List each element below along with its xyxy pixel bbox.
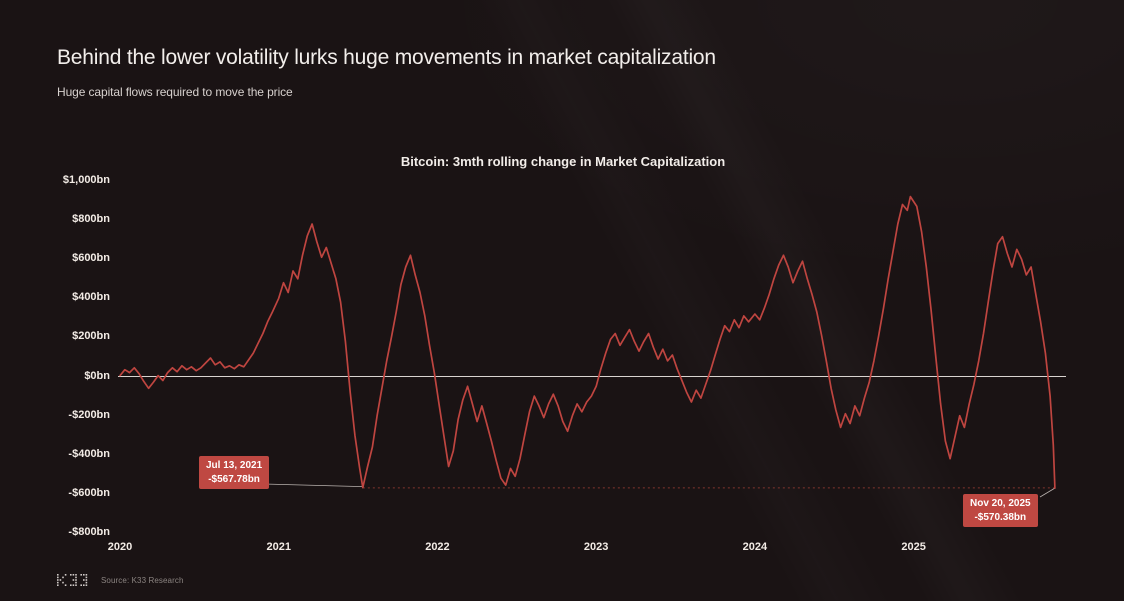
y-tick-label: -$400bn bbox=[68, 447, 110, 460]
y-tick-label: $600bn bbox=[72, 252, 110, 265]
x-tick-label: 2023 bbox=[583, 541, 609, 553]
annotation-jul-13-2021: Jul 13, 2021 -$567.78bn bbox=[199, 456, 270, 489]
x-tick-label: 2025 bbox=[901, 541, 926, 553]
annotation-date: Nov 20, 2025 bbox=[970, 498, 1031, 509]
annotation-value: -$570.38bn bbox=[974, 511, 1027, 523]
annotation-connector bbox=[1039, 487, 1056, 498]
y-tick-label: -$200bn bbox=[68, 408, 110, 421]
annotation-nov-20-2025: Nov 20, 2025 -$570.38bn bbox=[963, 494, 1038, 527]
chart-title: Bitcoin: 3mth rolling change in Market C… bbox=[400, 154, 726, 169]
series-line bbox=[119, 195, 1056, 489]
y-tick-label: $200bn bbox=[72, 330, 110, 343]
y-tick-label: $1,000bn bbox=[62, 174, 110, 186]
page-subtitle: Huge capital flows required to move the … bbox=[57, 85, 293, 99]
annotation-date: Jul 13, 2021 bbox=[206, 460, 263, 471]
page-title: Behind the lower volatility lurks huge m… bbox=[57, 46, 716, 69]
y-tick-label: $400bn bbox=[72, 291, 110, 304]
annotation-connector bbox=[263, 483, 363, 487]
y-tick-label: -$800bn bbox=[68, 526, 110, 538]
line-chart bbox=[118, 195, 1066, 498]
y-tick-label: $0bn bbox=[84, 369, 110, 382]
y-tick-label: $800bn bbox=[72, 213, 110, 226]
x-tick-label: 2020 bbox=[107, 541, 133, 553]
x-tick-label: 2021 bbox=[266, 541, 291, 553]
annotation-value: -$567.78bn bbox=[208, 473, 260, 485]
footer: Source: K33 Research bbox=[57, 574, 184, 586]
x-tick-label: 2024 bbox=[742, 541, 768, 553]
source-text: Source: K33 Research bbox=[101, 575, 184, 585]
y-tick-label: -$600bn bbox=[68, 486, 110, 499]
x-tick-label: 2022 bbox=[425, 541, 450, 553]
k33-logo bbox=[57, 574, 88, 586]
